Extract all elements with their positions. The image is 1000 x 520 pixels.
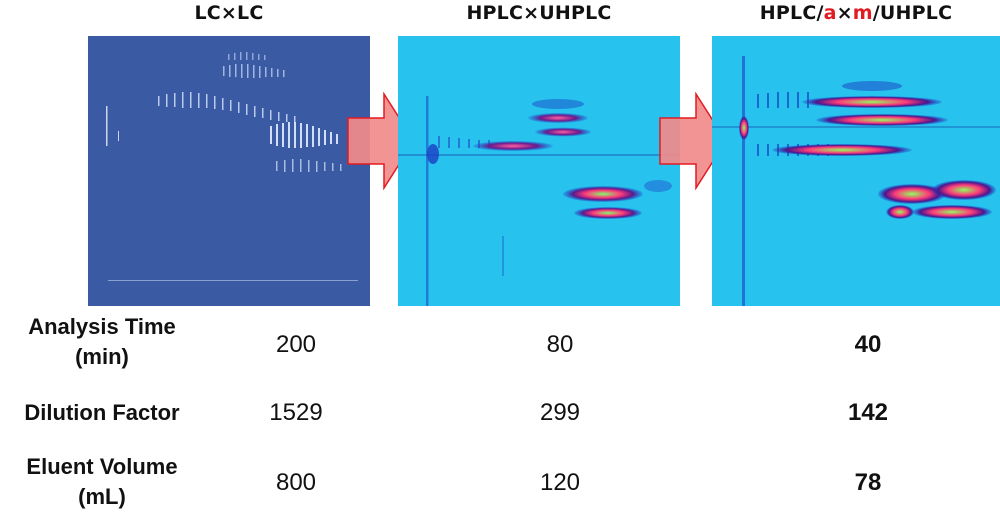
row-label-line1: Eluent Volume xyxy=(26,454,178,479)
value-analysis-time-am: 40 xyxy=(854,331,882,358)
chromatogram-hplc-am-uhplc xyxy=(712,36,1000,306)
title-part-x: × xyxy=(836,2,853,24)
title-part-hplc: HPLC/ xyxy=(759,2,824,24)
chromatogram-hplcxuhplc xyxy=(398,36,680,306)
column-title-lcxlc: LC×LC xyxy=(194,2,264,24)
title-part-a: a xyxy=(823,2,837,24)
row-label-line2: (min) xyxy=(75,344,129,369)
title-part-uhplc: /UHPLC xyxy=(872,2,953,24)
value-dilution-factor-lcxlc: 1529 xyxy=(269,399,323,426)
row-label-eluent-volume: Eluent Volume (mL) xyxy=(4,452,200,512)
column-title-hplc-am-uhplc: HPLC/a×m/UHPLC xyxy=(712,2,1000,24)
column-title-hplcxuhplc: HPLC×UHPLC xyxy=(466,2,612,24)
arrow-right-icon xyxy=(658,91,728,195)
value-analysis-time-lcxlc: 200 xyxy=(275,331,317,358)
value-dilution-factor-hplcxuhplc: 299 xyxy=(539,399,581,426)
row-label-line1: Analysis Time xyxy=(28,314,176,339)
title-part-m: m xyxy=(852,2,873,24)
row-label-line2: (mL) xyxy=(78,484,126,509)
value-eluent-volume-hplcxuhplc: 120 xyxy=(539,469,581,496)
value-dilution-factor-am: 142 xyxy=(847,399,889,426)
value-analysis-time-hplcxuhplc: 80 xyxy=(546,331,574,358)
row-label-line1: Dilution Factor xyxy=(24,400,180,425)
row-label-analysis-time: Analysis Time (min) xyxy=(4,312,200,372)
value-eluent-volume-lcxlc: 800 xyxy=(275,469,317,496)
chromatogram-lcxlc xyxy=(88,36,370,306)
value-eluent-volume-am: 78 xyxy=(854,469,882,496)
row-label-dilution-factor: Dilution Factor xyxy=(4,398,200,428)
